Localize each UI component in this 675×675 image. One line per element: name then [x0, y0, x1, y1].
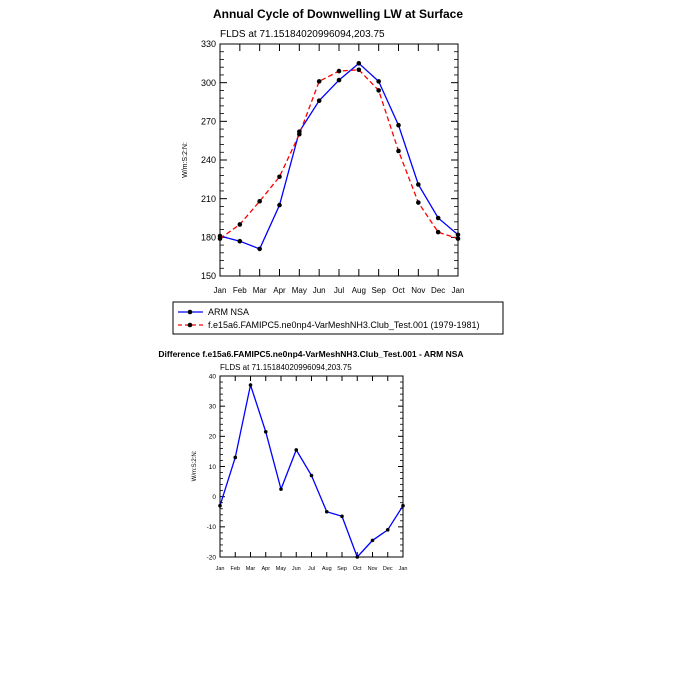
x-tick-label: Feb: [231, 566, 240, 572]
series-point-0: [257, 246, 262, 252]
series-point-0: [279, 487, 283, 491]
series-point-0: [396, 122, 401, 128]
series-point-0: [309, 473, 314, 478]
series-point-0: [435, 215, 441, 221]
x-tick-label: Sep: [337, 566, 347, 572]
y-tick-label: 210: [201, 194, 216, 204]
series-point-0: [376, 79, 381, 84]
x-tick-label: Nov: [368, 566, 378, 572]
series-point-1: [396, 148, 401, 154]
chart-1-title: Annual Cycle of Downwelling LW at Surfac…: [213, 7, 463, 21]
x-tick-label: Jan: [399, 566, 408, 572]
series-point-0: [340, 514, 344, 519]
y-tick-label: 300: [201, 78, 216, 88]
chart-2-subtitle: FLDS at 71.15184020996094,203.75: [220, 363, 352, 372]
x-tick-label: Mar: [253, 286, 267, 295]
series-point-1: [297, 131, 302, 137]
chart-1-subtitle: FLDS at 71.15184020996094,203.75: [220, 29, 385, 40]
series-point-0: [248, 383, 253, 387]
legend-label-arm: ARM NSA: [208, 307, 249, 317]
legend: ARM NSA f.e15a6.FAMIPC5.ne0np4-VarMeshNH…: [172, 301, 504, 335]
series-point-0: [370, 538, 375, 543]
series-point-1: [356, 67, 362, 73]
y-tick-label: 240: [201, 155, 216, 165]
y-tick-label: 10: [209, 464, 217, 471]
y-tick-label: 330: [201, 39, 216, 49]
chart-2-ticks: -20 -10 0 10 20 30 40 Jan Feb Mar Apr May Jun Jul Aug S…: [207, 373, 408, 572]
x-tick-label: Oct: [353, 566, 362, 572]
series-point-1: [316, 79, 322, 84]
series-point-0: [233, 455, 238, 460]
series-point-0: [294, 448, 299, 452]
x-tick-label: Jan: [216, 566, 225, 572]
chart-1-series: [217, 61, 461, 252]
chart-1: Annual Cycle of Downwelling LW at Surfac…: [182, 7, 464, 295]
y-tick-label: 40: [209, 373, 217, 380]
x-tick-label: Jan: [452, 286, 465, 295]
series-point-1: [277, 174, 282, 180]
y-tick-label: -20: [207, 554, 217, 561]
chart-2-title: Difference f.e15a6.FAMIPC5.ne0np4-VarMes…: [158, 349, 463, 359]
chart-1-ylabel: W/m:S:2:N:: [182, 142, 189, 178]
x-tick-label: Feb: [233, 286, 247, 295]
legend-box: [172, 301, 504, 335]
x-tick-label: Oct: [392, 286, 405, 295]
series-point-0: [316, 98, 322, 104]
y-tick-label: 180: [201, 232, 216, 242]
y-tick-label: -10: [207, 524, 217, 531]
x-tick-label: May: [276, 566, 287, 572]
series-point-1: [257, 198, 262, 204]
legend-label-model: f.e15a6.FAMIPC5.ne0np4-VarMeshNH3.Club_T…: [208, 320, 480, 330]
legend-marker-arm: [187, 309, 193, 315]
x-tick-label: Jan: [214, 286, 227, 295]
x-tick-label: Apr: [261, 566, 270, 572]
series-point-0: [336, 77, 342, 83]
series-point-1: [336, 68, 342, 74]
x-tick-label: Dec: [383, 566, 393, 572]
chart-2-series: [218, 382, 405, 559]
series-point-0: [416, 182, 421, 187]
y-tick-label: 0: [212, 494, 216, 501]
x-tick-label: Sep: [372, 286, 387, 295]
series-point-0: [263, 430, 268, 434]
series-point-1: [435, 229, 441, 235]
series-point-1: [376, 88, 381, 93]
series-line-0: [219, 382, 404, 559]
y-tick-label: 150: [201, 271, 216, 281]
chart-2-ylabel: W/m:S:2:N:: [192, 450, 198, 481]
x-tick-label: Aug: [352, 286, 366, 295]
series-point-0: [277, 202, 282, 208]
x-tick-label: Jun: [313, 286, 326, 295]
x-tick-label: Dec: [431, 286, 445, 295]
x-tick-label: Apr: [273, 286, 286, 295]
x-tick-label: May: [292, 286, 307, 295]
y-tick-label: 20: [209, 434, 217, 441]
series-point-0: [324, 509, 329, 514]
x-tick-label: Nov: [411, 286, 425, 295]
x-tick-label: Mar: [246, 566, 256, 572]
y-tick-label: 30: [209, 403, 217, 410]
y-tick-label: 270: [201, 116, 216, 126]
legend-marker-model: [187, 322, 193, 328]
chart-2-frame: [219, 375, 404, 558]
series-point-0: [356, 61, 362, 66]
series-line-0: [219, 62, 459, 250]
x-tick-label: Aug: [322, 566, 332, 572]
series-point-1: [416, 200, 421, 205]
x-tick-label: Jul: [334, 286, 344, 295]
chart-2: Difference f.e15a6.FAMIPC5.ne0np4-VarMes…: [158, 349, 463, 572]
series-line-1: [219, 69, 459, 240]
x-tick-label: Jul: [308, 566, 315, 572]
series-point-0: [385, 528, 390, 532]
chart-1-ticks: 150 180 210 240 270 300 330 Jan Feb Mar Apr May Jun J…: [201, 39, 464, 295]
x-tick-label: Jun: [292, 566, 301, 572]
series-point-0: [237, 238, 243, 244]
chart-1-frame: [219, 43, 459, 277]
series-point-1: [237, 222, 243, 227]
